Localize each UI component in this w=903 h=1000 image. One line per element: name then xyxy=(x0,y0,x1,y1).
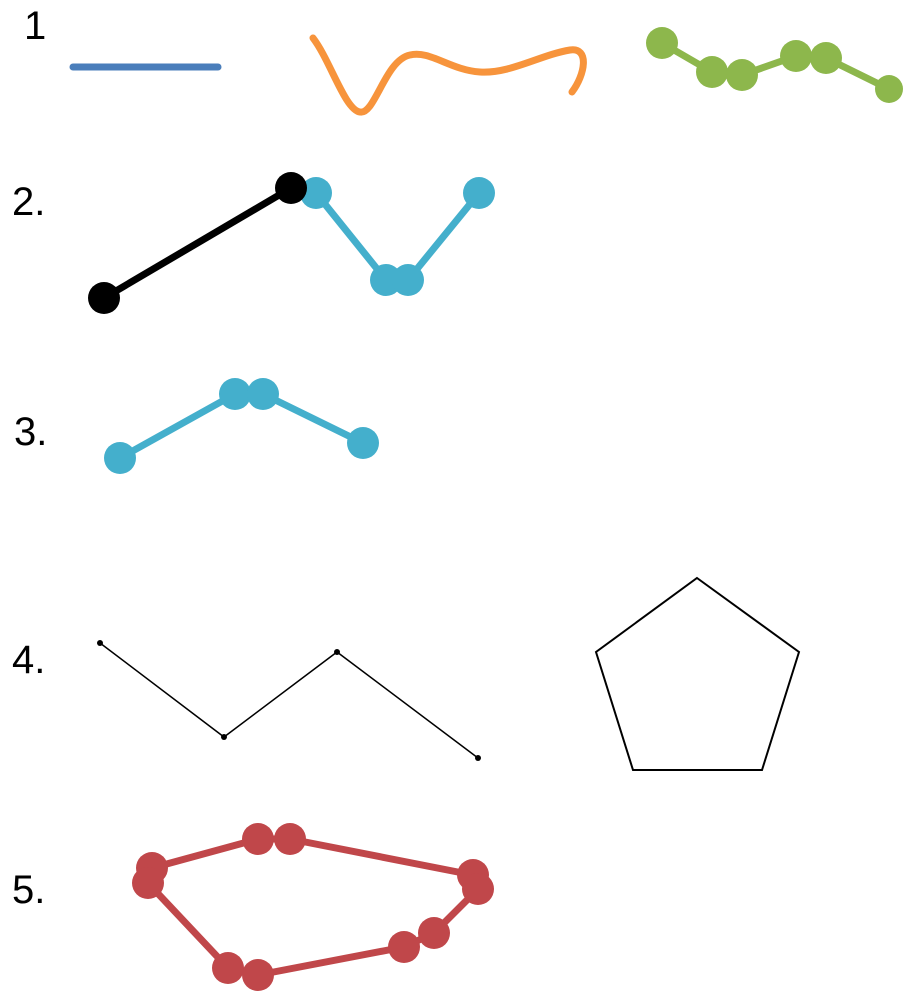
green-vertex xyxy=(696,56,728,88)
row-5-label: 5. xyxy=(12,868,46,912)
row-2-label: 2. xyxy=(12,180,46,224)
row-3-label: 3. xyxy=(14,410,48,454)
red-vertex xyxy=(212,952,244,984)
row-1-label: 1 xyxy=(24,4,47,48)
green-vertex xyxy=(646,27,678,59)
red-vertex xyxy=(274,823,306,855)
black-segment xyxy=(88,172,307,314)
green-vertex xyxy=(810,42,842,74)
pentagon xyxy=(594,576,801,771)
green-polyline xyxy=(646,27,903,103)
teal-polyline-row2 xyxy=(300,177,495,296)
black-vertex xyxy=(88,282,120,314)
zigzag-polyline xyxy=(97,640,481,761)
teal-vertex xyxy=(247,378,279,410)
zigzag-vertex xyxy=(221,734,227,740)
freeform-curve xyxy=(309,34,587,116)
green-vertex xyxy=(726,59,758,91)
red-polygon xyxy=(132,823,494,991)
red-vertex xyxy=(242,959,274,991)
green-vertex xyxy=(780,40,812,72)
teal-vertex xyxy=(300,177,332,209)
green-vertex xyxy=(875,75,903,103)
red-vertex xyxy=(462,873,494,905)
zigzag-vertex xyxy=(97,640,103,646)
teal-polyline-row3 xyxy=(104,378,379,474)
row-4-label: 4. xyxy=(12,638,46,682)
teal-vertex xyxy=(347,427,379,459)
red-vertex xyxy=(132,867,164,899)
zigzag-vertex xyxy=(475,755,481,761)
teal-vertex xyxy=(463,177,495,209)
teal-vertex xyxy=(104,442,136,474)
teal-vertex xyxy=(392,264,424,296)
zigzag-vertex xyxy=(334,649,340,655)
teal-vertex xyxy=(370,264,402,296)
red-vertex xyxy=(418,917,450,949)
black-vertex xyxy=(275,172,307,204)
red-vertex xyxy=(242,823,274,855)
teal-vertex xyxy=(219,378,251,410)
red-vertex xyxy=(388,931,420,963)
